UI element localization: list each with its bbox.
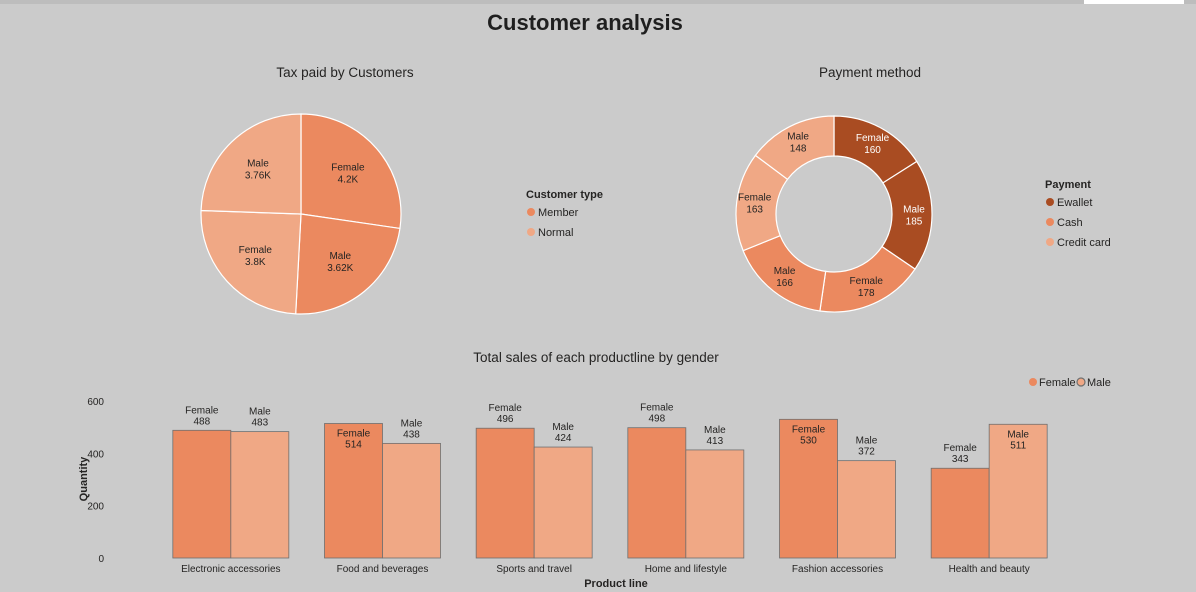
bar-data-label-value: 511 bbox=[1010, 440, 1026, 451]
bar-data-label-series: Female bbox=[792, 424, 826, 435]
bar-legend-item: Female bbox=[1039, 377, 1076, 389]
payment-donut-legend-item: Ewallet bbox=[1057, 197, 1092, 209]
bar-data-label-value: 514 bbox=[345, 440, 362, 451]
bar-data-label-series: Male bbox=[856, 436, 878, 447]
bar-data-label-series: Female bbox=[488, 403, 522, 414]
bar-legend-item: Male bbox=[1087, 377, 1111, 389]
payment-donut-slice-value: 185 bbox=[906, 216, 923, 227]
donut-chart-title: Payment method bbox=[818, 65, 922, 80]
bar-female[interactable] bbox=[930, 467, 990, 559]
tax-pie-legend-item: Normal bbox=[538, 227, 573, 239]
bar-legend-marker bbox=[1029, 378, 1037, 386]
bar-data-label-series: Female bbox=[943, 443, 977, 454]
bar-data-label-series: Male bbox=[704, 425, 726, 436]
bar-data-label-value: 496 bbox=[497, 414, 514, 425]
bar-male[interactable] bbox=[685, 449, 745, 559]
bar-data-label-series: Male bbox=[249, 407, 271, 418]
payment-donut-slice-value: 148 bbox=[790, 143, 807, 154]
payment-donut-legend-marker bbox=[1046, 238, 1054, 246]
bar-male[interactable] bbox=[230, 431, 290, 559]
top-border bbox=[0, 0, 1196, 4]
bar-female[interactable] bbox=[475, 427, 535, 559]
y-tick-label: 200 bbox=[87, 502, 104, 513]
payment-donut-slice-value: 160 bbox=[864, 145, 881, 156]
bar-chart-title: Total sales of each productline by gende… bbox=[473, 350, 719, 365]
bar-legend-marker bbox=[1076, 377, 1086, 387]
bar-data-label-series: Female bbox=[337, 429, 371, 440]
tax-pie-slice[interactable] bbox=[300, 113, 402, 230]
payment-donut-legend-item: Credit card bbox=[1057, 237, 1111, 249]
bar-male[interactable] bbox=[382, 442, 441, 559]
payment-donut-legend-item: Cash bbox=[1057, 217, 1083, 229]
bar-data-label-value: 488 bbox=[193, 416, 210, 427]
tax-pie-legend-item: Member bbox=[538, 207, 579, 219]
bar-male[interactable] bbox=[837, 460, 896, 559]
bar-male[interactable] bbox=[533, 446, 593, 559]
tax-pie-slice[interactable] bbox=[200, 209, 302, 315]
pie-chart-title: Tax paid by Customers bbox=[276, 65, 414, 80]
payment-donut-slice-value: 166 bbox=[776, 278, 793, 289]
payment-donut-slice-label: Female bbox=[856, 133, 890, 144]
bar-male[interactable] bbox=[988, 423, 1048, 559]
x-axis-label: Product line bbox=[584, 578, 648, 590]
payment-donut-slice-label: Female bbox=[850, 276, 884, 287]
bar-data-label-value: 530 bbox=[800, 435, 817, 446]
tax-pie-slice-label: Female bbox=[239, 245, 273, 256]
x-tick-label: Food and beverages bbox=[337, 564, 429, 575]
bar-data-label-series: Female bbox=[185, 405, 219, 416]
tax-pie-slice[interactable] bbox=[295, 213, 401, 315]
bar-data-label-value: 483 bbox=[251, 418, 268, 429]
y-tick-label: 0 bbox=[98, 554, 104, 565]
payment-donut-slice-value: 178 bbox=[858, 288, 875, 299]
tax-pie-slice-value: 4.2K bbox=[338, 174, 359, 185]
payment-donut-legend-marker bbox=[1046, 218, 1054, 226]
x-tick-label: Home and lifestyle bbox=[645, 564, 728, 575]
x-tick-label: Fashion accessories bbox=[792, 564, 883, 575]
bar-data-label-series: Male bbox=[401, 418, 423, 429]
page-title: Customer analysis bbox=[487, 10, 683, 35]
bar-data-label-value: 413 bbox=[706, 436, 723, 447]
bar-female[interactable] bbox=[779, 418, 838, 559]
bar-data-label-value: 343 bbox=[952, 454, 969, 465]
bar-female[interactable] bbox=[324, 423, 383, 559]
y-tick-label: 400 bbox=[87, 449, 104, 460]
bar-data-label-value: 372 bbox=[858, 447, 875, 458]
x-tick-label: Electronic accessories bbox=[181, 564, 280, 575]
x-tick-label: Sports and travel bbox=[496, 564, 572, 575]
bar-female[interactable] bbox=[172, 429, 232, 559]
payment-donut-slice-label: Male bbox=[787, 131, 809, 142]
tax-pie-slice-label: Male bbox=[247, 158, 269, 169]
tax-pie-slice[interactable] bbox=[200, 113, 302, 215]
bar-data-label-series: Female bbox=[640, 403, 674, 414]
x-tick-label: Health and beauty bbox=[949, 564, 1030, 575]
tax-pie-slice-label: Male bbox=[329, 251, 351, 262]
payment-donut-legend-title: Payment bbox=[1045, 179, 1091, 191]
bar-data-label-value: 424 bbox=[555, 433, 572, 444]
bar-female[interactable] bbox=[627, 427, 687, 559]
bar-data-label-series: Male bbox=[1007, 429, 1029, 440]
payment-donut-slice-value: 163 bbox=[746, 205, 763, 216]
payment-donut-legend-marker bbox=[1046, 198, 1054, 206]
top-border-highlight bbox=[1084, 0, 1184, 4]
tax-pie-slice-value: 3.62K bbox=[327, 263, 353, 274]
tax-pie-slice-label: Female bbox=[331, 162, 365, 173]
payment-donut-slice-label: Female bbox=[738, 193, 772, 204]
tax-pie-slice-value: 3.8K bbox=[245, 257, 266, 268]
y-axis-label: Quantity bbox=[78, 456, 90, 501]
payment-donut-slice-label: Male bbox=[774, 266, 796, 277]
payment-donut-slice[interactable] bbox=[754, 115, 835, 181]
tax-pie-legend-marker bbox=[527, 208, 535, 216]
bar-data-label-value: 438 bbox=[403, 429, 420, 440]
y-tick-label: 600 bbox=[87, 397, 104, 408]
bar-data-label-value: 498 bbox=[648, 414, 665, 425]
payment-donut-slice-label: Male bbox=[903, 204, 925, 215]
tax-pie-legend-title: Customer type bbox=[526, 189, 603, 201]
bar-data-label-series: Male bbox=[552, 422, 574, 433]
tax-pie-legend-marker bbox=[527, 228, 535, 236]
tax-pie-slice-value: 3.76K bbox=[245, 170, 271, 181]
